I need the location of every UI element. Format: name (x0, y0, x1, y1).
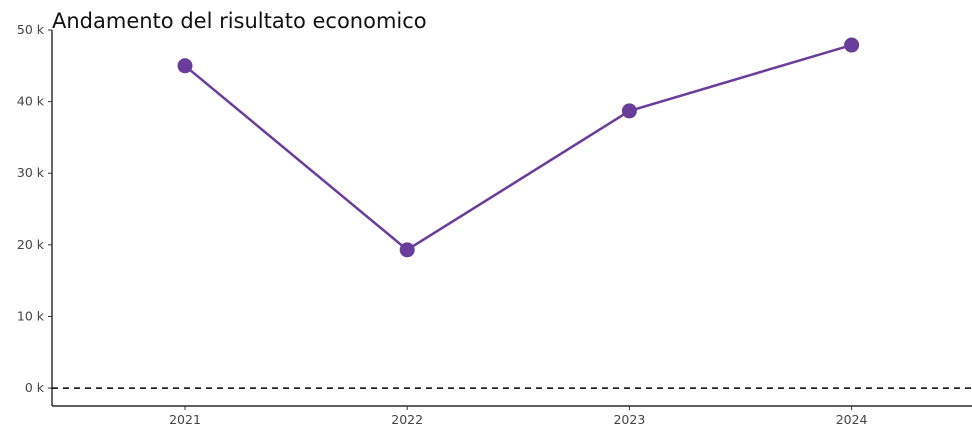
y-tick-label: 0 k (25, 380, 45, 395)
y-tick-label: 10 k (17, 308, 45, 323)
y-tick-label: 30 k (17, 165, 45, 180)
series-line (184, 43, 852, 252)
series-layer (177, 37, 860, 258)
data-point (621, 103, 637, 119)
y-tick-label: 20 k (17, 237, 45, 252)
y-tick-label: 50 k (17, 22, 45, 37)
x-tick-label: 2022 (391, 412, 423, 425)
x-tick-label: 2024 (836, 412, 868, 425)
x-tick-label: 2021 (169, 412, 201, 425)
data-point (399, 242, 415, 258)
data-point (177, 58, 193, 74)
chart-title: Andamento del risultato economico (52, 9, 427, 33)
y-tick-label: 40 k (17, 94, 45, 109)
data-point (844, 37, 860, 53)
x-tick-label: 2023 (613, 412, 645, 425)
axis-layer: 0 k 10 k 20 k 30 k 40 k 50 k 2021 2022 2023 2024 (17, 22, 972, 425)
